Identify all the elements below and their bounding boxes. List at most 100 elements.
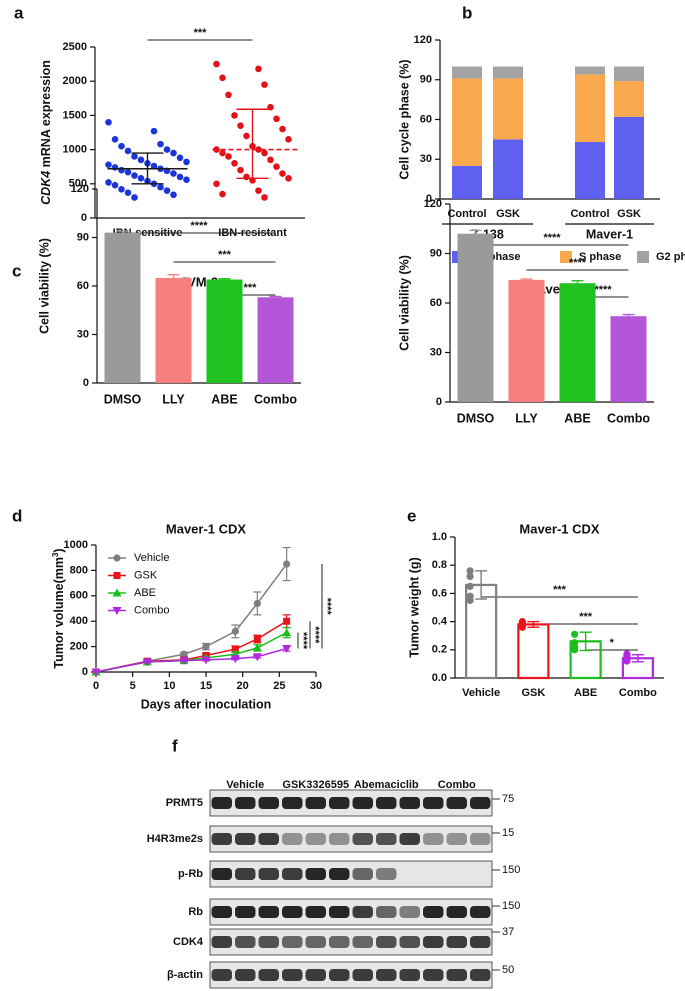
blot-band	[329, 797, 350, 809]
y-tick-label: 60	[420, 113, 432, 125]
lane-group-label: GSK3326595	[282, 779, 349, 791]
x-tick-label: DMSO	[104, 392, 142, 406]
data-point	[131, 194, 138, 201]
mw-label: 50	[502, 964, 514, 976]
significance-label: *	[610, 637, 615, 649]
data-point	[255, 187, 262, 194]
blot-band	[352, 868, 373, 880]
blot-band	[352, 969, 373, 981]
data-point	[124, 189, 132, 196]
blot-strip	[209, 898, 493, 926]
lane-group-label: Combo	[438, 779, 476, 791]
marker	[202, 643, 210, 651]
marker	[252, 643, 262, 652]
y-axis-label-part: Tumor volume(mm	[52, 557, 66, 669]
significance-label: ***	[244, 282, 258, 294]
blot-band	[258, 868, 279, 880]
x-tick-label: GSK	[521, 687, 545, 699]
legend-label: ABE	[134, 587, 156, 599]
y-tick-label: 0.4	[432, 616, 448, 628]
data-point	[231, 112, 238, 119]
y-tick-label: 1000	[64, 539, 88, 551]
y-tick-label: 0	[426, 193, 432, 205]
y-axis-label-part: 3	[51, 552, 60, 557]
x-tick-label: 25	[273, 680, 285, 692]
data-point	[466, 596, 474, 605]
legend-swatch	[560, 251, 572, 263]
blot-band	[352, 797, 373, 809]
data-point	[176, 173, 184, 181]
data-point	[243, 132, 250, 140]
blot-band	[211, 868, 232, 880]
y-axis-label: Cell viability (%)	[37, 238, 51, 334]
bar	[104, 232, 141, 383]
blot-band	[423, 936, 444, 948]
data-point	[118, 185, 125, 193]
y-axis-label: Cell viability (%)	[397, 255, 411, 351]
y-tick-label: 0.8	[432, 559, 447, 571]
y-axis-label: Tumor weight (g)	[407, 557, 421, 657]
blot-strip	[209, 928, 493, 956]
data-point	[111, 136, 119, 143]
blot-band	[282, 797, 303, 809]
marker	[112, 588, 122, 597]
data-point	[273, 115, 280, 123]
bar-segment	[575, 142, 605, 199]
y-tick-label: 400	[70, 615, 88, 627]
data-point	[131, 153, 138, 160]
row-label: β-actin	[167, 969, 203, 981]
data-point	[157, 183, 164, 191]
blot-band	[211, 833, 232, 845]
blot-band	[376, 868, 397, 880]
legend-swatch	[637, 251, 649, 263]
data-point	[279, 170, 286, 177]
x-tick-label: Combo	[254, 392, 297, 406]
y-tick-label: 500	[69, 178, 87, 190]
blot-band	[423, 969, 444, 981]
blot-band	[446, 833, 467, 845]
blot-band	[258, 936, 279, 948]
blot-band	[235, 868, 256, 880]
significance-label: ****	[543, 232, 561, 244]
y-tick-label: 0	[81, 212, 87, 224]
data-point	[150, 162, 158, 170]
data-point	[518, 623, 526, 631]
y-tick-label: 2000	[63, 75, 87, 87]
blot-band	[399, 906, 420, 918]
y-axis-label-part: CDK4	[39, 171, 53, 205]
lane-group-label: Vehicle	[226, 779, 264, 791]
marker	[253, 599, 261, 608]
x-tick-label: Control	[570, 208, 609, 220]
data-point	[225, 91, 232, 99]
y-tick-label: 0	[83, 377, 89, 389]
blot-band	[235, 969, 256, 981]
x-axis-label: Days after inoculation	[141, 697, 272, 711]
blot-band	[352, 906, 373, 918]
blot-band	[305, 969, 326, 981]
marker	[252, 653, 262, 662]
y-tick-label: 120	[424, 198, 442, 210]
bar-segment	[452, 66, 482, 79]
data-point	[105, 161, 112, 168]
bar-segment	[575, 74, 605, 143]
x-tick-label: LLY	[162, 392, 185, 406]
y-axis-label: Tumor volume(mm3)	[51, 548, 67, 668]
y-tick-label: 120	[414, 34, 432, 46]
data-point	[163, 146, 171, 153]
bar-segment	[452, 165, 482, 199]
blot-band	[470, 936, 491, 948]
blot-band	[423, 906, 444, 918]
marker	[201, 656, 211, 665]
significance-label: ****	[569, 257, 587, 269]
bar-segment	[452, 78, 482, 166]
blot-strip	[209, 961, 493, 989]
y-tick-label: 200	[70, 641, 88, 653]
row-label: p-Rb	[178, 868, 203, 880]
blot-band	[446, 969, 467, 981]
blot-band	[305, 868, 326, 880]
y-tick-label: 60	[77, 280, 89, 292]
data-point	[571, 630, 579, 638]
marker	[179, 657, 189, 666]
mw-label: 15	[502, 827, 514, 839]
legend-label: Vehicle	[134, 552, 169, 564]
